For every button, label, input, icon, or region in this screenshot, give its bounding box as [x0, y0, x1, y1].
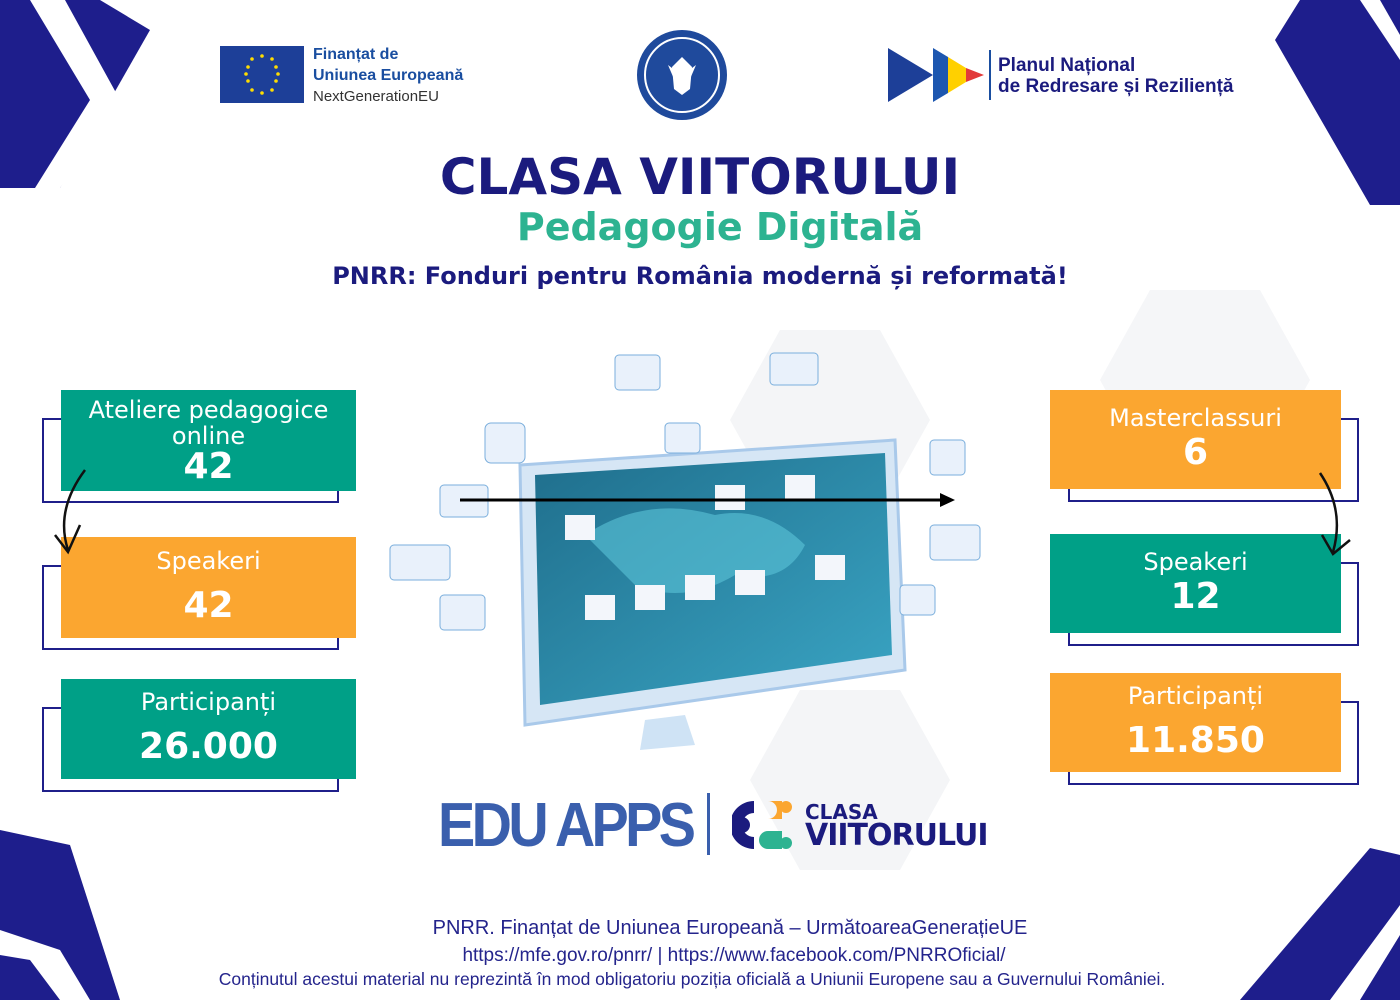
stat-ateliere: Ateliere pedagogice online 42	[61, 390, 356, 491]
stat-label: Participanți	[1127, 681, 1264, 710]
page-subtitle: Pedagogie Digitală	[516, 205, 924, 249]
stat-label: Speakeri	[156, 546, 261, 575]
eu-line3: NextGenerationEU	[313, 88, 439, 105]
stat-participanti-left: Participanți 26.000	[61, 679, 356, 779]
eu-funding-text: Finanțat de Uniunea Europeană NextGenera…	[313, 44, 463, 107]
footer-disclaimer: Conținutul acestui material nu reprezint…	[218, 969, 1166, 989]
eu-flag-icon	[220, 46, 304, 103]
stat-label: Masterclassuri	[1109, 403, 1282, 432]
eu-line1: Finanțat de	[313, 46, 399, 63]
stat-speakeri-left: Speakeri 42	[61, 537, 356, 638]
pnrr-logo-icon	[888, 48, 984, 102]
stat-label: Ateliere pedagogice online	[88, 395, 329, 450]
stat-value: 12	[1170, 575, 1221, 617]
stat-value: 42	[183, 445, 234, 487]
stat-masterclassuri: Masterclassuri 6	[1050, 390, 1341, 489]
virtual-classroom-illustration	[389, 352, 981, 750]
pnrr-divider	[989, 50, 991, 100]
government-seal	[637, 30, 727, 120]
pnrr-line1: Planul Național	[998, 55, 1136, 76]
stat-value: 11.850	[1126, 719, 1265, 761]
tagline: PNRR: Fonduri pentru România modernă și …	[332, 262, 1068, 290]
stat-speakeri-right: Speakeri 12	[1050, 534, 1341, 633]
clasa-viitorului-logo-icon	[732, 801, 792, 849]
eu-line2: Uniunea Europeană	[313, 67, 464, 84]
pnrr-line2: de Redresare și Reziliență	[998, 76, 1234, 97]
stat-value: 42	[183, 584, 234, 626]
stat-value: 6	[1182, 431, 1209, 473]
stat-participanti-right: Participanți 11.850	[1050, 673, 1341, 772]
stat-value: 26.000	[139, 726, 278, 767]
logo-divider	[707, 793, 710, 855]
edu-apps-logo: EDU APPS	[438, 791, 696, 860]
footer-funding: PNRR. Finanțat de Uniunea Europeană – Ur…	[432, 917, 1028, 939]
stat-label: Speakeri	[1143, 547, 1248, 576]
pnrr-text: Planul Național de Redresare și Rezilien…	[998, 55, 1234, 97]
viitorului-text: VIITORULUI	[805, 818, 989, 853]
page-title: CLASA VIITORULUI	[439, 148, 961, 206]
clasa-text: CLASA	[805, 800, 878, 824]
stat-label: Participanți	[140, 688, 277, 716]
footer-links[interactable]: https://mfe.gov.ro/pnrr/ | https://www.f…	[462, 945, 1006, 966]
